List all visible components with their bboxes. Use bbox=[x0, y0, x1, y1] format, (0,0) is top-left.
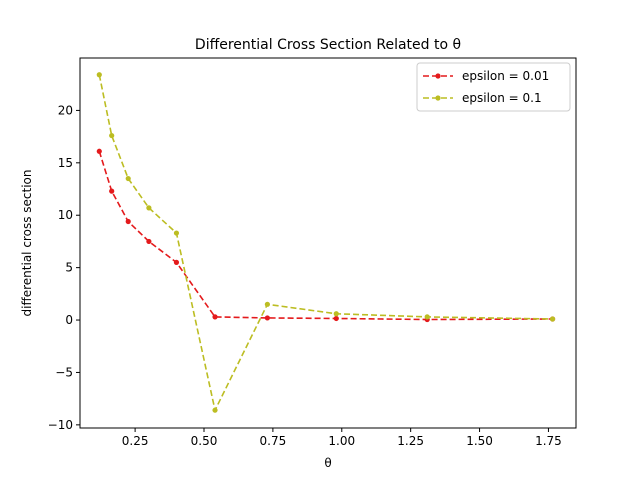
x-tick-label: 0.50 bbox=[191, 434, 218, 448]
y-axis: −10 −5 0 5 10 15 20 bbox=[48, 103, 80, 432]
y-tick-label: −10 bbox=[48, 418, 73, 432]
x-tick-label: 1.50 bbox=[466, 434, 493, 448]
x-tick-label: 0.25 bbox=[122, 434, 149, 448]
y-tick-label: 10 bbox=[58, 208, 73, 222]
x-tick-label: 1.75 bbox=[535, 434, 562, 448]
y-axis-label: differential cross section bbox=[20, 170, 34, 317]
x-tick-label: 1.25 bbox=[397, 434, 424, 448]
legend-entry-1: epsilon = 0.01 bbox=[462, 69, 549, 83]
chart-title: Differential Cross Section Related to θ bbox=[195, 37, 461, 53]
series-1-point bbox=[109, 188, 115, 194]
series-1-point bbox=[96, 148, 102, 154]
series-layer bbox=[96, 72, 556, 413]
x-axis-label: θ bbox=[324, 456, 331, 470]
series-1-point bbox=[264, 315, 270, 321]
x-axis: 0.25 0.50 0.75 1.00 1.25 1.50 1.75 bbox=[122, 428, 562, 448]
series-2-point bbox=[173, 230, 180, 236]
legend-box bbox=[416, 62, 571, 112]
series-1-point bbox=[173, 259, 180, 265]
series-2-point bbox=[125, 175, 131, 182]
series-1-point bbox=[333, 315, 339, 322]
legend-marker-2 bbox=[435, 95, 441, 101]
series-line-1 bbox=[98, 151, 553, 321]
series-1-point bbox=[146, 238, 152, 245]
series-2-point bbox=[146, 205, 152, 211]
series-line-2 bbox=[98, 74, 553, 413]
series-2-point bbox=[549, 316, 556, 322]
series-2-point bbox=[212, 407, 218, 413]
y-tick-label: 5 bbox=[65, 261, 73, 275]
y-tick-label: 15 bbox=[58, 156, 73, 170]
series-1-point bbox=[125, 218, 131, 225]
plot-area bbox=[79, 57, 577, 429]
series-2-point bbox=[264, 301, 270, 307]
x-tick-label: 0.75 bbox=[260, 434, 287, 448]
series-2-point bbox=[96, 72, 102, 78]
y-tick-label: −5 bbox=[55, 365, 73, 379]
y-tick-label: 0 bbox=[65, 313, 73, 327]
legend: epsilon = 0.01 epsilon = 0.1 bbox=[416, 62, 571, 112]
series-1-point bbox=[212, 314, 218, 320]
series-2-point bbox=[109, 132, 115, 139]
series-2-point bbox=[333, 311, 339, 317]
x-tick-label: 1.00 bbox=[328, 434, 355, 448]
y-tick-label: 20 bbox=[58, 103, 73, 117]
legend-entry-2: epsilon = 0.1 bbox=[462, 91, 542, 105]
series-2-point bbox=[424, 314, 430, 320]
legend-marker-1 bbox=[435, 73, 441, 79]
